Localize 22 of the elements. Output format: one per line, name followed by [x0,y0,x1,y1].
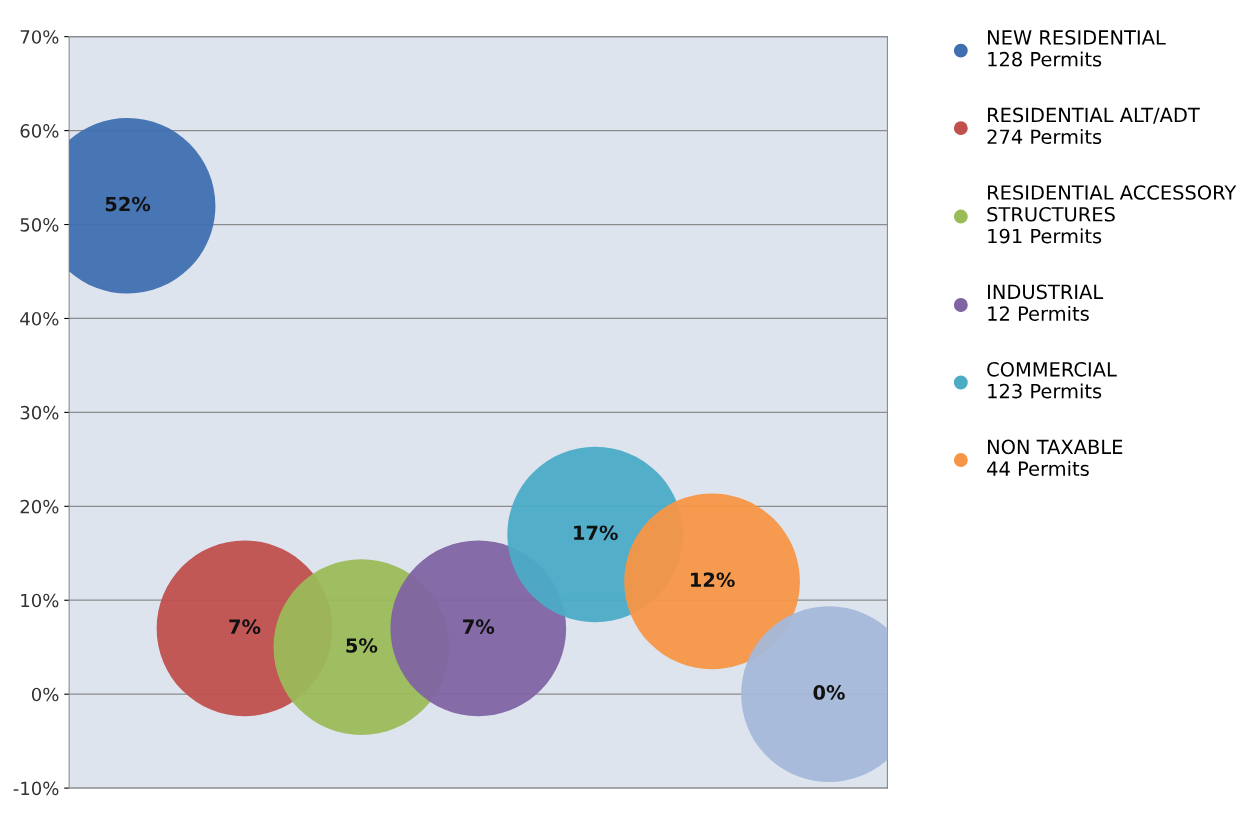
y-tick-label: -10% [13,781,59,796]
legend-label: RESIDENTIAL ACCESSORY STRUCTURES 191 Permits [987,185,1237,244]
y-tick-label: 60% [20,124,59,138]
legend-label: NEW RESIDENTIAL 128 Permits [988,30,1166,67]
legend-label: NON TAXABLE 44 Permits [987,439,1123,477]
data-label: 0% [813,685,845,700]
y-tick-label: 50% [20,217,59,232]
y-tick-label: 0% [31,687,59,702]
legend-label: INDUSTRIAL 12 Permits [988,284,1104,321]
data-label: 12% [691,572,735,588]
y-tick-label: 10% [21,593,59,608]
y-tick-label: 20% [20,499,59,514]
data-label: 17% [574,525,618,541]
data-label: 7% [463,619,495,635]
y-tick-label: 40% [20,311,59,326]
legend-label: COMMERCIAL 123 Permits [987,361,1117,399]
y-tick-label: 70% [20,30,59,44]
data-label: 5% [346,638,378,653]
data-label: 52% [105,196,151,212]
data-label: 7% [229,619,261,635]
legend-label: RESIDENTIAL ALT/ADT 274 Permits [987,107,1200,145]
y-tick-label: 30% [20,405,59,420]
